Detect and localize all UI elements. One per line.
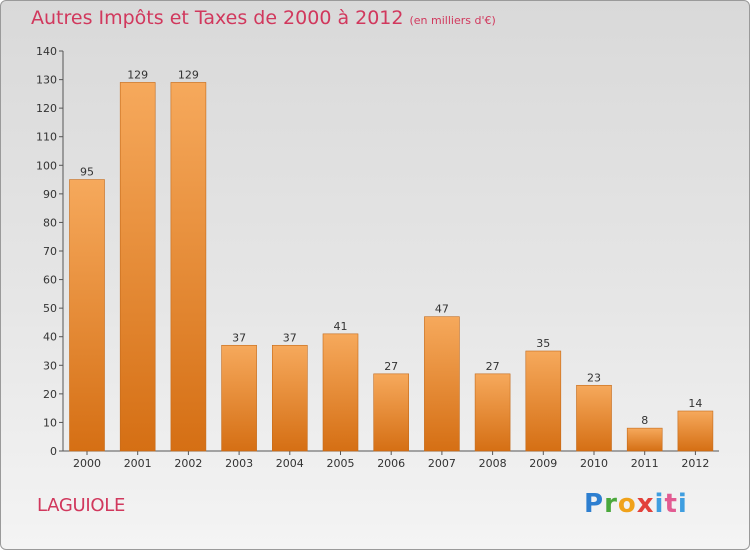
y-tick-label: 90 (43, 188, 57, 201)
x-tick-label: 2002 (174, 457, 202, 470)
chart-title-text: Autres Impôts et Taxes de 2000 à 2012 (31, 7, 404, 29)
bar-2005 (322, 333, 359, 452)
bar-value-label: 41 (334, 320, 348, 333)
x-tick-label: 2006 (377, 457, 405, 470)
proxiti-logo: Proxiti (584, 489, 688, 519)
bar-2000 (69, 179, 105, 452)
bar-value-label: 129 (178, 68, 199, 81)
bar-2002 (170, 82, 207, 452)
x-tick-label: 2004 (276, 457, 304, 470)
bar-2004 (271, 344, 308, 452)
commune-name: LAGUIOLE (37, 495, 126, 516)
y-tick-label: 40 (43, 331, 57, 344)
x-tick-label: 2007 (428, 457, 456, 470)
bar-value-label: 37 (283, 331, 297, 344)
bar-value-label: 37 (232, 331, 246, 344)
bar-value-label: 47 (435, 303, 449, 316)
y-tick-label: 0 (50, 445, 57, 458)
x-tick-label: 2008 (479, 457, 507, 470)
chart-unit: (en milliers d'€) (409, 14, 496, 27)
y-tick-label: 120 (36, 102, 57, 115)
x-tick-label: 2003 (225, 457, 253, 470)
bar-2010 (576, 384, 612, 452)
y-tick-label: 80 (43, 216, 57, 229)
y-tick-label: 20 (43, 388, 57, 401)
bar-value-label: 14 (688, 397, 702, 410)
y-tick-label: 50 (43, 302, 57, 315)
y-tick-label: 100 (36, 159, 57, 172)
y-tick-label: 110 (36, 131, 57, 144)
y-tick-label: 140 (36, 45, 57, 58)
bar-value-label: 27 (486, 360, 500, 373)
bar-value-label: 27 (384, 360, 398, 373)
bar-2006 (373, 373, 410, 452)
bar-value-label: 8 (641, 414, 648, 427)
x-tick-label: 2009 (529, 457, 557, 470)
x-tick-label: 2012 (681, 457, 709, 470)
bar-2007 (424, 316, 460, 452)
y-tick-label: 30 (43, 359, 57, 372)
bar-value-label: 129 (127, 68, 148, 81)
bar-2011 (626, 427, 663, 452)
x-tick-label: 2001 (124, 457, 152, 470)
bar-value-label: 23 (587, 371, 601, 384)
y-tick-label: 130 (36, 74, 57, 87)
bar-2008 (474, 373, 511, 452)
bar-value-label: 95 (80, 166, 94, 179)
y-tick-label: 60 (43, 274, 57, 287)
bar-value-label: 35 (536, 337, 550, 350)
bar-2009 (525, 350, 562, 452)
bar-2012 (677, 410, 714, 452)
x-tick-label: 2005 (327, 457, 355, 470)
x-tick-label: 2010 (580, 457, 608, 470)
chart-title: Autres Impôts et Taxes de 2000 à 2012 (en… (31, 7, 496, 29)
x-tick-label: 2000 (73, 457, 101, 470)
x-tick-label: 2011 (631, 457, 659, 470)
bar-2003 (221, 344, 257, 452)
y-tick-label: 10 (43, 416, 57, 429)
y-tick-label: 70 (43, 245, 57, 258)
bar-2001 (119, 82, 156, 452)
